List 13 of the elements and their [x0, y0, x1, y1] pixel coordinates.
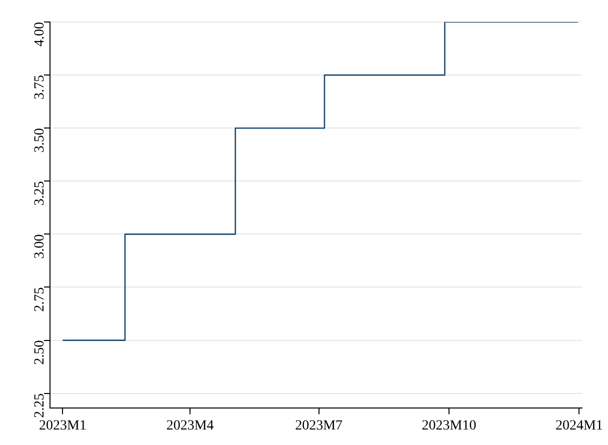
- x-tick-label: 2023M7: [295, 418, 343, 434]
- y-tick-label: 2.75: [32, 287, 48, 312]
- x-tick-label: 2024M1: [555, 418, 603, 434]
- y-tick-label: 3.50: [32, 128, 48, 153]
- y-tick-label: 4.00: [32, 22, 48, 46]
- y-tick-label: 2.50: [32, 340, 48, 365]
- x-tick-label: 2023M10: [422, 418, 476, 434]
- y-tick-label: 3.00: [32, 234, 48, 259]
- y-tick-label: 3.25: [32, 181, 48, 206]
- y-tick-label: 3.75: [32, 75, 48, 100]
- x-tick-label: 2023M4: [166, 418, 214, 434]
- y-tick-label: 2.25: [32, 393, 48, 418]
- x-tick-label: 2023M1: [39, 418, 86, 434]
